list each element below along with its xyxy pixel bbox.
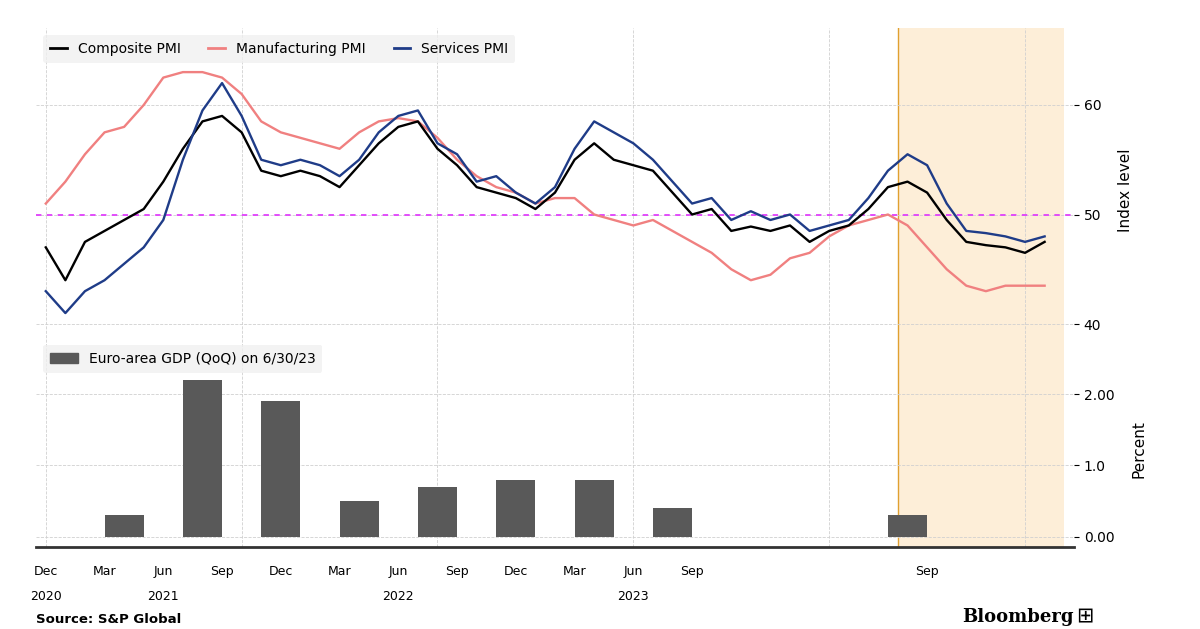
Text: Mar: Mar — [328, 565, 352, 578]
Text: Sep: Sep — [445, 565, 469, 578]
Text: Mar: Mar — [563, 565, 587, 578]
Text: Mar: Mar — [92, 565, 116, 578]
Bar — [898, 28, 1064, 352]
Text: Dec: Dec — [504, 565, 528, 578]
Text: 2021: 2021 — [148, 590, 179, 603]
Bar — [418, 487, 457, 537]
Text: Source: S&P Global: Source: S&P Global — [36, 613, 181, 626]
Text: Sep: Sep — [210, 565, 234, 578]
Bar — [497, 479, 535, 537]
Text: Jun: Jun — [154, 565, 173, 578]
Text: Jun: Jun — [389, 565, 408, 578]
Bar — [104, 515, 144, 537]
Text: 2023: 2023 — [618, 590, 649, 603]
Bar — [340, 501, 379, 537]
Bar — [575, 479, 613, 537]
Bar — [898, 352, 1064, 547]
Y-axis label: Index level: Index level — [1118, 148, 1133, 231]
Text: 2022: 2022 — [383, 590, 414, 603]
Text: ⊞: ⊞ — [1076, 606, 1094, 626]
Text: Bloomberg: Bloomberg — [962, 608, 1074, 626]
Bar — [653, 508, 692, 537]
Text: 2020: 2020 — [30, 590, 61, 603]
Text: Dec: Dec — [34, 565, 58, 578]
Text: Sep: Sep — [916, 565, 938, 578]
Legend: Composite PMI, Manufacturing PMI, Services PMI: Composite PMI, Manufacturing PMI, Servic… — [43, 35, 515, 63]
Legend: Euro-area GDP (QoQ) on 6/30/23: Euro-area GDP (QoQ) on 6/30/23 — [43, 345, 323, 372]
Text: Jun: Jun — [624, 565, 643, 578]
Text: Dec: Dec — [269, 565, 293, 578]
Bar — [182, 380, 222, 537]
Y-axis label: Percent: Percent — [1132, 420, 1146, 478]
Bar — [262, 401, 300, 537]
Bar — [888, 515, 928, 537]
Text: Sep: Sep — [680, 565, 704, 578]
